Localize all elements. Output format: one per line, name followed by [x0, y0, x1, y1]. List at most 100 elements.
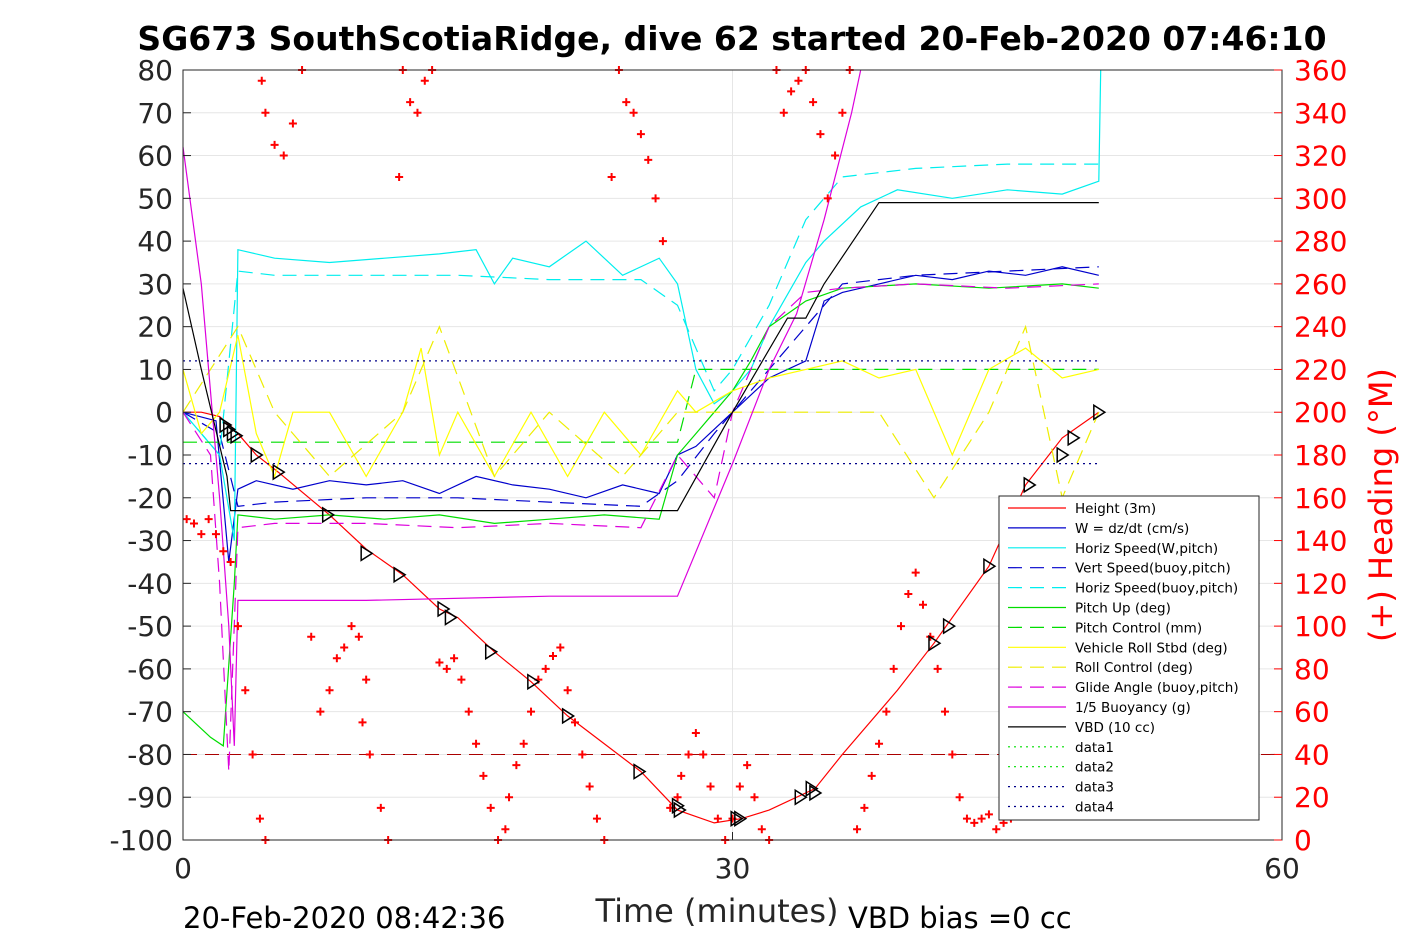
vbd-marker: [983, 557, 997, 575]
right-tick-label: 160: [1294, 482, 1347, 515]
vbd-marker: [527, 673, 541, 691]
heading-point: [743, 761, 752, 770]
right-tick-label: 340: [1294, 97, 1347, 130]
heading-point: [592, 814, 601, 823]
heading-point: [673, 793, 682, 802]
heading-point: [226, 557, 235, 566]
heading-point: [779, 108, 788, 117]
heading-point: [365, 750, 374, 759]
heading-point: [395, 172, 404, 181]
heading-point: [897, 622, 906, 631]
vbd-marker: [673, 801, 687, 819]
left-tick-label: 50: [137, 182, 173, 215]
heading-point: [197, 530, 206, 539]
heading-point: [622, 98, 631, 107]
heading-point: [435, 658, 444, 667]
left-tick-label: -60: [127, 653, 173, 686]
right-tick-label: 220: [1294, 353, 1347, 386]
heading-point: [823, 194, 832, 203]
heading-point: [816, 130, 825, 139]
right-tick-label: 80: [1294, 653, 1330, 686]
x-axis-label: Time (minutes): [595, 892, 839, 930]
heading-point: [984, 810, 993, 819]
heading-point: [362, 675, 371, 684]
x-axis: 0 30 60: [174, 832, 1300, 885]
vbd-marker: [444, 609, 458, 626]
heading-point: [450, 654, 459, 663]
vbd-marker: [1056, 446, 1070, 464]
right-tick-label: 100: [1294, 610, 1347, 643]
x-tick-label: 60: [1264, 852, 1300, 885]
heading-point: [889, 664, 898, 673]
heading-point: [248, 750, 257, 759]
series-horiz_buoy: [182, 163, 1099, 457]
heading-point: [644, 155, 653, 164]
right-tick-label: 240: [1294, 311, 1347, 344]
vbd-marker: [561, 707, 576, 725]
vbd-marker: [942, 617, 957, 635]
vbd-marker: [1093, 403, 1107, 421]
heading-point: [882, 707, 891, 716]
heading-point: [578, 750, 587, 759]
heading-point: [651, 194, 660, 203]
heading-point: [457, 675, 466, 684]
heading-point: [860, 803, 869, 812]
heading-point: [970, 818, 979, 827]
legend-box: [998, 495, 1260, 821]
heading-point: [875, 739, 884, 748]
heading-point: [677, 771, 686, 780]
left-tick-label: 10: [137, 353, 173, 386]
left-tick-label: -100: [109, 824, 173, 857]
heading-point: [505, 793, 514, 802]
heading-point: [948, 750, 957, 759]
left-tick-label: 70: [137, 97, 173, 130]
heading-point: [911, 568, 920, 577]
heading-point: [563, 686, 572, 695]
left-tick-label: 60: [137, 140, 173, 173]
heading-point: [464, 707, 473, 716]
legend-label-vert_buoy: Vert Speed(buoy,pitch): [1075, 561, 1231, 577]
legend-label-horiz_buoy: Horiz Speed(buoy,pitch): [1075, 581, 1238, 597]
left-tick-label: -40: [127, 567, 173, 600]
right-tick-label: 280: [1294, 225, 1347, 258]
vbd-marker: [633, 763, 647, 780]
series-w: [182, 266, 1099, 562]
left-tick-label: -50: [127, 610, 173, 643]
heading-point: [261, 108, 270, 117]
legend-label-horiz_w: Horiz Speed(W,pitch): [1075, 541, 1218, 557]
heading-point: [347, 622, 356, 631]
heading-point: [706, 782, 715, 791]
legend-label-data2: data2: [1075, 760, 1114, 776]
heading-point: [992, 825, 1001, 834]
heading-point: [241, 686, 250, 695]
vbd-marker: [250, 446, 264, 464]
right-axis-label: (+) Heading (°M): [1362, 368, 1400, 642]
heading-point: [658, 237, 667, 246]
right-tick-label: 360: [1294, 54, 1347, 87]
heading-point: [585, 782, 594, 791]
legend-label-roll: Vehicle Roll Stbd (deg): [1075, 640, 1228, 656]
heading-point: [636, 130, 645, 139]
heading-point: [556, 643, 565, 652]
left-tick-label: -90: [127, 781, 173, 814]
left-tick-label: 20: [137, 311, 173, 344]
vbd-marker: [219, 416, 233, 434]
heading-point: [472, 739, 481, 748]
left-tick-label: 30: [137, 268, 173, 301]
vbd-marker: [272, 463, 286, 481]
heading-point: [750, 793, 759, 802]
heading-point: [831, 151, 840, 160]
heading-series: [182, 66, 1030, 844]
right-tick-label: 320: [1294, 140, 1347, 173]
left-tick-label: 0: [155, 396, 173, 429]
heading-point: [684, 750, 693, 759]
vbd-marker: [484, 643, 499, 661]
heading-point: [607, 172, 616, 181]
series-horiz_w: [182, 69, 1102, 541]
vbd-marker: [928, 634, 942, 652]
heading-point: [541, 664, 550, 673]
legend-label-vbd: VBD (10 cc): [1075, 720, 1155, 736]
heading-point: [255, 814, 264, 823]
heading-point: [548, 652, 557, 661]
